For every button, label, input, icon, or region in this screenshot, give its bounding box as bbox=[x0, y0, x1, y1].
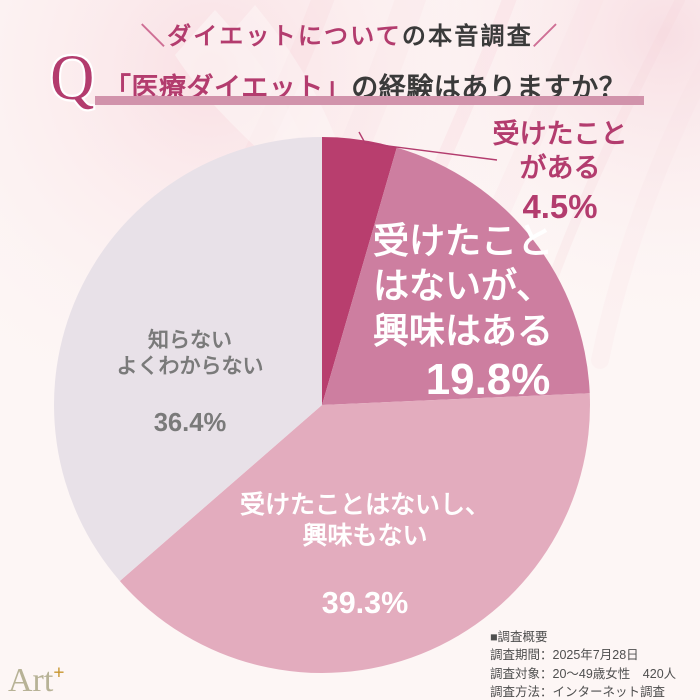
svg-text:Q: Q bbox=[50, 49, 94, 114]
